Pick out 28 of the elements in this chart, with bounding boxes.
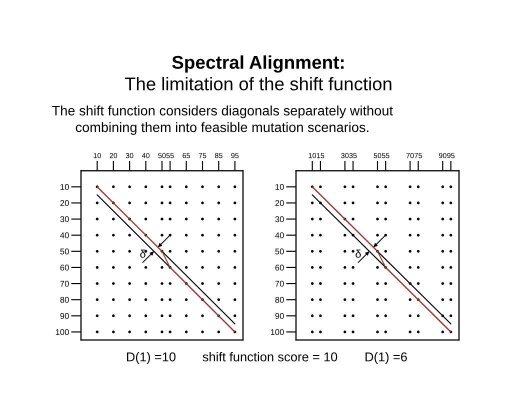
y-tick-label: 10 bbox=[276, 184, 284, 190]
y-tick-label: 100 bbox=[270, 329, 284, 336]
y-tick-label: 10 bbox=[60, 184, 69, 190]
y-tick-label: 40 bbox=[275, 232, 284, 238]
y-tick-label: 60 bbox=[60, 264, 69, 271]
y-tick-label: 80 bbox=[60, 296, 69, 303]
y-tick-label: 30 bbox=[275, 216, 284, 222]
annotation: δ bbox=[140, 250, 146, 258]
y-tick-label: 100 bbox=[56, 329, 69, 336]
y-tick-label: 20 bbox=[275, 200, 284, 206]
y-tick-label: 40 bbox=[60, 232, 69, 238]
y-tick-label: 30 bbox=[60, 216, 69, 222]
y-tick-label: 50 bbox=[60, 248, 69, 254]
y-tick-label: 80 bbox=[275, 296, 284, 303]
text: D(1) =6 bbox=[366, 352, 407, 364]
y-tick-label: 70 bbox=[60, 280, 69, 287]
text: D(1) =10 bbox=[127, 352, 176, 364]
y-tick-label: 60 bbox=[275, 264, 284, 271]
y-tick-label: 50 bbox=[275, 248, 284, 254]
y-tick-label: 70 bbox=[275, 280, 284, 287]
annotation: δ bbox=[356, 250, 361, 258]
text: The shift function considers diagonals separately without combining them into feasible mutation scenarios. bbox=[52, 106, 393, 135]
y-tick-label: 20 bbox=[60, 200, 69, 206]
text: shift function score = 10 bbox=[202, 352, 338, 362]
chart-title: Spectral Alignment: bbox=[172, 55, 344, 73]
chart-subtitle: The limitation of the shift function bbox=[124, 76, 392, 90]
y-tick-label: 90 bbox=[275, 313, 284, 319]
y-tick-label: 90 bbox=[60, 313, 69, 319]
